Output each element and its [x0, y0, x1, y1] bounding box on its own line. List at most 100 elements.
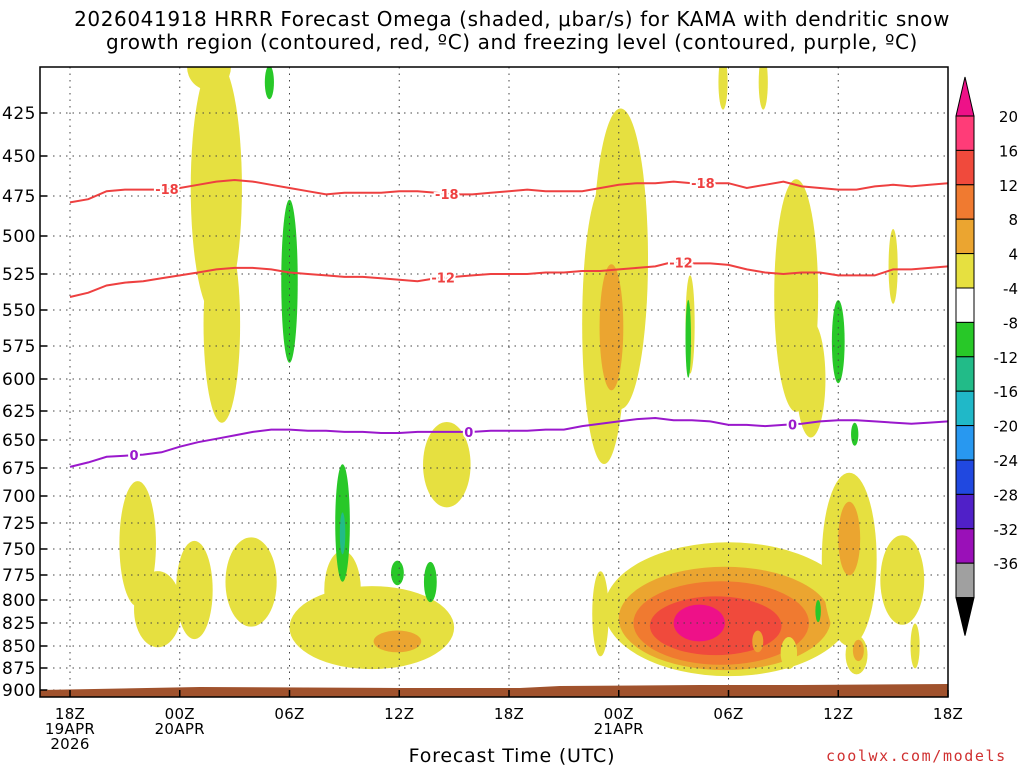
omega-shade-blob [423, 421, 471, 508]
contour-label: -12 [669, 256, 693, 271]
omega-shade-blob [373, 630, 422, 653]
omega-shading [119, 67, 925, 677]
y-axis: 425 450 475 500 525 550 575 600 625 650 675 700 725 7… [2, 104, 47, 701]
omega-shade-blob [176, 540, 213, 640]
y-tick-label: 600 [2, 370, 36, 390]
contour-lines: -18 -18 -18 -12 -12 0 0 0 [69, 175, 948, 468]
colorbar-label: -20 [994, 418, 1019, 436]
colorbar-swatch [955, 459, 975, 495]
x-tick-label: 18Z [55, 705, 85, 723]
plot-frame [39, 66, 949, 698]
colorbar-swatch [955, 149, 975, 186]
chart-title-line-1: 2026041918 HRRR Forecast Omega (shaded, … [74, 7, 950, 31]
x-tick-label: 06Z [713, 705, 743, 723]
omega-shade-blob [187, 67, 231, 90]
colorbar-swatch [955, 321, 975, 358]
colorbar-label: -8 [1003, 314, 1018, 332]
omega-shade-blob [831, 300, 845, 384]
colorbar-swatch [955, 493, 975, 530]
y-tick-label: 525 [2, 265, 36, 285]
ground-fill [40, 684, 948, 697]
omega-shade-blob [391, 560, 404, 586]
contour-label: 0 [129, 449, 138, 464]
x-tick-label: 00Z [165, 705, 195, 723]
colorbar-label: 8 [1008, 211, 1018, 229]
omega-shade-blob [225, 537, 277, 627]
y-tick-label: 425 [2, 104, 36, 124]
colorbar-bottom-arrow [955, 597, 975, 636]
omega-shade-blob [880, 535, 925, 625]
omega-shade-blob [780, 637, 798, 670]
omega-shade-blob [796, 320, 826, 438]
plot-area: -18 -18 -18 -12 -12 0 0 0 [40, 67, 948, 697]
omega-shade-blob [838, 501, 861, 576]
x-axis-title: Forecast Time (UTC) [408, 745, 616, 767]
colorbar: 20 16 12 8 4 -4 -8 -12 -16 -20 -24 -28 -32 -36 [955, 76, 1019, 636]
omega-shade-blob [815, 600, 821, 623]
colorbar-swatch [955, 562, 975, 599]
contour--12 [69, 260, 948, 298]
x-tick-label: 00Z [604, 705, 634, 723]
colorbar-label: -4 [1003, 280, 1018, 298]
contour-0 [69, 416, 948, 468]
y-tick-label: 650 [2, 431, 36, 451]
colorbar-swatch [955, 425, 975, 461]
y-tick-label: 700 [2, 487, 36, 507]
contour-label: 0 [464, 426, 473, 441]
y-tick-label: 475 [2, 187, 36, 207]
x-tick-label: 21APR [594, 720, 644, 738]
omega-shade-blob [752, 630, 764, 653]
omega-shade-blob [264, 67, 274, 100]
chart-title-line-2: growth region (contoured, red, ºC) and f… [106, 30, 918, 54]
colorbar-label: 16 [999, 142, 1018, 160]
omega-shade-blob [203, 226, 241, 423]
contour-label: -18 [691, 177, 715, 192]
colorbar-label: -12 [994, 349, 1019, 367]
omega-shade-blob [685, 299, 692, 378]
omega-shade-blob [281, 199, 298, 363]
omega-shade-blob [718, 67, 728, 110]
omega-shade-blob [673, 604, 725, 642]
x-tick-label: 18Z [494, 705, 524, 723]
contour-label: -18 [435, 188, 459, 203]
colorbar-swatch [955, 218, 975, 255]
y-tick-label: 825 [2, 614, 36, 634]
y-tick-label: 450 [2, 147, 36, 167]
y-tick-label: 775 [2, 566, 36, 586]
omega-shade-blob [423, 561, 437, 603]
colorbar-label: 4 [1008, 246, 1018, 264]
colorbar-swatch [955, 287, 975, 323]
contour--18 [69, 178, 948, 204]
x-tick-label: 20APR [155, 720, 205, 738]
y-tick-label: 750 [2, 540, 36, 560]
x-tick-label: 12Z [823, 705, 853, 723]
colorbar-swatch [955, 390, 975, 427]
y-tick-label: 900 [2, 681, 36, 701]
omega-shade-blob [910, 623, 920, 669]
y-tick-label: 550 [2, 301, 36, 321]
colorbar-swatch [955, 115, 975, 151]
colorbar-label: -28 [994, 486, 1019, 504]
omega-shade-blob [851, 422, 859, 446]
y-tick-label: 800 [2, 591, 36, 611]
ground-surface [40, 684, 948, 697]
omega-shade-blob [339, 512, 346, 555]
y-tick-label: 500 [2, 227, 36, 247]
colorbar-swatch [955, 253, 975, 289]
omega-shade-blob [119, 481, 156, 607]
colorbar-swatch [955, 356, 975, 392]
y-tick-label: 675 [2, 459, 36, 479]
y-tick-label: 575 [2, 337, 36, 357]
contour-label: -12 [431, 272, 455, 287]
x-tick-label: 12Z [384, 705, 414, 723]
omega-shade-blob [324, 550, 361, 630]
omega-shade-blob [134, 571, 182, 648]
contour-label: -18 [155, 183, 179, 198]
colorbar-label: -32 [994, 521, 1019, 539]
omega-shade-blob [599, 264, 624, 391]
x-tick-label: 2026 [50, 735, 89, 753]
colorbar-swatch [955, 528, 975, 564]
y-tick-label: 725 [2, 514, 36, 534]
